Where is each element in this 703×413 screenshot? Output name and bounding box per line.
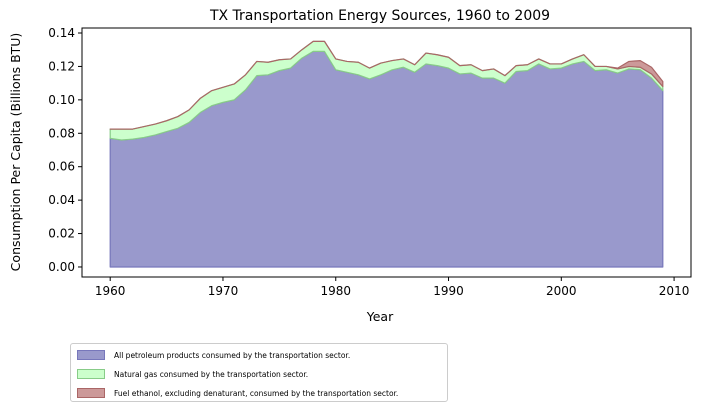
y-tick-label: 0.00 [48,260,75,274]
y-tick-label: 0.10 [48,93,75,107]
y-tick-label: 0.12 [48,59,75,73]
legend-swatch-petroleum [77,350,105,360]
x-axis-label: Year [366,309,394,324]
area-series-2 [109,40,664,130]
y-tick-label: 0.02 [48,227,75,241]
legend-swatch-ethanol [77,388,105,398]
legend-item-petroleum: All petroleum products consumed by the t… [77,349,350,361]
area-series-group [109,40,664,268]
legend-label-petroleum: All petroleum products consumed by the t… [114,350,351,360]
area-series-0 [109,50,664,268]
x-tick-label: 2000 [546,284,577,298]
y-axis-ticks: 0.00 0.02 0.04 0.06 0.08 0.10 0.12 0.14 [48,26,82,274]
plot-frame [81,27,692,278]
legend-label-ethanol: Fuel ethanol, excluding denaturant, cons… [114,388,399,398]
x-tick-label: 1960 [95,284,126,298]
legend-label-natural-gas: Natural gas consumed by the transportati… [114,369,309,379]
y-axis-label: Consumption Per Capita (Billions BTU) [8,33,23,272]
legend-item-ethanol: Fuel ethanol, excluding denaturant, cons… [77,387,398,399]
y-tick-label: 0.06 [48,160,75,174]
legend-swatch-natural-gas [77,369,105,379]
x-tick-label: 1990 [433,284,464,298]
legend-item-natural-gas: Natural gas consumed by the transportati… [77,368,308,380]
y-tick-label: 0.04 [48,193,75,207]
x-tick-label: 1980 [320,284,351,298]
x-tick-label: 2010 [659,284,690,298]
chart-title: TX Transportation Energy Sources, 1960 t… [209,8,551,24]
x-axis-ticks: 1960 1970 1980 1990 2000 2010 [95,277,689,298]
x-tick-label: 1970 [208,284,239,298]
y-tick-label: 0.08 [48,126,75,140]
y-tick-label: 0.14 [48,26,75,40]
legend: All petroleum products consumed by the t… [70,343,448,402]
